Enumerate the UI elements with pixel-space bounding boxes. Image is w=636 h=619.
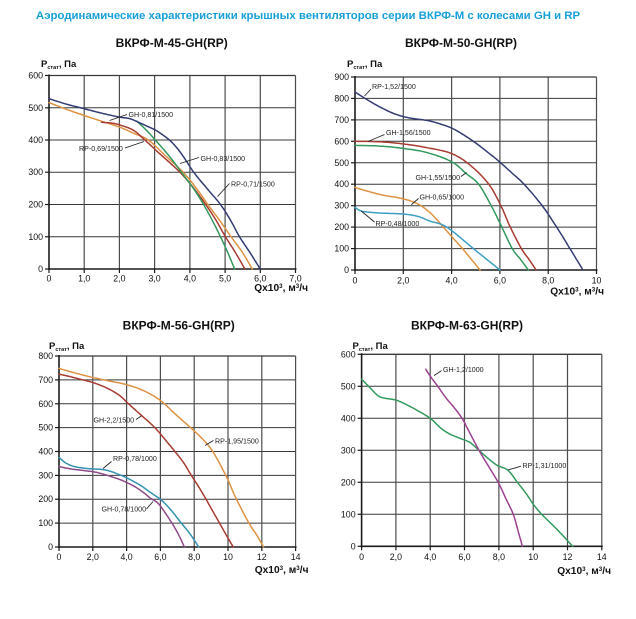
svg-text:600: 600: [38, 399, 53, 409]
svg-text:0: 0: [351, 541, 356, 551]
svg-text:400: 400: [28, 135, 43, 145]
svg-text:0: 0: [359, 552, 364, 562]
svg-text:2,0: 2,0: [113, 274, 125, 284]
svg-text:100: 100: [341, 509, 356, 519]
svg-text:500: 500: [334, 158, 349, 168]
svg-text:Qx103, м3/ч: Qx103, м3/ч: [255, 565, 309, 576]
svg-text:GH-1,2/1000: GH-1,2/1000: [443, 366, 484, 374]
svg-text:400: 400: [38, 447, 53, 457]
svg-text:4,0: 4,0: [184, 274, 196, 284]
svg-text:Pстат, Па: Pстат, Па: [49, 341, 85, 353]
svg-text:RP-1,31/1000: RP-1,31/1000: [523, 462, 567, 470]
svg-text:500: 500: [38, 423, 53, 433]
svg-text:700: 700: [38, 375, 53, 385]
svg-text:12: 12: [257, 552, 267, 562]
svg-text:400: 400: [334, 179, 349, 189]
svg-text:RP-0,48/1000: RP-0,48/1000: [376, 220, 420, 228]
svg-text:ВКРФ-М-50-GH(RP): ВКРФ-М-50-GH(RP): [405, 36, 517, 50]
svg-text:Аэродинамические характеристик: Аэродинамические характеристики крышных …: [36, 10, 581, 22]
svg-text:GH-0,65/1000: GH-0,65/1000: [420, 194, 465, 202]
svg-text:Pстат, Па: Pстат, Па: [41, 59, 77, 71]
svg-text:600: 600: [334, 136, 349, 146]
svg-text:600: 600: [341, 349, 356, 359]
svg-text:10: 10: [528, 552, 538, 562]
svg-text:8,0: 8,0: [188, 552, 200, 562]
svg-text:6,0: 6,0: [154, 552, 166, 562]
svg-text:800: 800: [38, 351, 53, 361]
svg-text:2,0: 2,0: [397, 276, 409, 286]
svg-text:3,0: 3,0: [148, 274, 160, 284]
svg-text:RP-1,52/1500: RP-1,52/1500: [372, 83, 416, 91]
svg-text:100: 100: [334, 244, 349, 254]
svg-text:ВКРФ-М-63-GH(RP): ВКРФ-М-63-GH(RP): [411, 319, 523, 333]
svg-text:14: 14: [291, 552, 301, 562]
svg-text:0: 0: [353, 276, 358, 286]
svg-text:ВКРФ-М-45-GH(RP): ВКРФ-М-45-GH(RP): [116, 36, 228, 50]
svg-text:0: 0: [48, 542, 53, 552]
svg-text:400: 400: [341, 413, 356, 423]
svg-text:Pстат, Па: Pстат, Па: [347, 59, 383, 71]
svg-text:300: 300: [334, 201, 349, 211]
svg-text:10: 10: [223, 552, 233, 562]
svg-text:14: 14: [597, 552, 607, 562]
svg-text:300: 300: [28, 167, 43, 177]
svg-text:1,0: 1,0: [78, 274, 90, 284]
svg-text:Pстат, Па: Pстат, Па: [353, 341, 389, 353]
svg-text:100: 100: [28, 232, 43, 242]
svg-text:GH-0,83/1500: GH-0,83/1500: [201, 155, 246, 163]
svg-text:0: 0: [344, 265, 349, 275]
svg-text:900: 900: [334, 72, 349, 82]
svg-text:RP-1,95/1500: RP-1,95/1500: [215, 438, 259, 446]
svg-text:RP-0,71/1500: RP-0,71/1500: [231, 181, 275, 189]
svg-text:200: 200: [28, 200, 43, 210]
svg-text:0: 0: [38, 264, 43, 274]
svg-text:5,0: 5,0: [219, 274, 231, 284]
svg-text:GH-0,81/1500: GH-0,81/1500: [129, 111, 174, 119]
svg-text:RP-0,78/1000: RP-0,78/1000: [113, 455, 157, 463]
svg-text:600: 600: [28, 71, 43, 81]
svg-text:200: 200: [341, 477, 356, 487]
svg-text:2,0: 2,0: [87, 552, 99, 562]
svg-text:4,0: 4,0: [120, 552, 132, 562]
svg-text:6,0: 6,0: [494, 276, 506, 286]
svg-text:200: 200: [334, 222, 349, 232]
svg-text:200: 200: [38, 494, 53, 504]
svg-text:500: 500: [28, 103, 43, 113]
svg-text:4,0: 4,0: [445, 276, 457, 286]
svg-text:700: 700: [334, 115, 349, 125]
svg-text:ВКРФ-М-56-GH(RP): ВКРФ-М-56-GH(RP): [123, 319, 235, 333]
svg-text:Qx103, м3/ч: Qx103, м3/ч: [557, 566, 611, 577]
svg-text:8,0: 8,0: [493, 552, 505, 562]
svg-text:800: 800: [334, 93, 349, 103]
svg-text:6,0: 6,0: [458, 552, 470, 562]
svg-text:0: 0: [47, 274, 52, 284]
svg-text:Qx103, м3/ч: Qx103, м3/ч: [550, 286, 604, 297]
svg-text:300: 300: [341, 445, 356, 455]
svg-text:4,0: 4,0: [424, 552, 436, 562]
svg-text:GH-0,78/1000: GH-0,78/1000: [102, 506, 147, 514]
svg-text:GH-1,56/1500: GH-1,56/1500: [386, 129, 431, 137]
svg-text:0: 0: [57, 552, 62, 562]
svg-text:7,0: 7,0: [289, 274, 301, 284]
svg-text:6,0: 6,0: [254, 274, 266, 284]
svg-text:GH-2,2/1500: GH-2,2/1500: [94, 417, 135, 425]
svg-text:500: 500: [341, 381, 356, 391]
svg-text:12: 12: [563, 552, 573, 562]
svg-text:8,0: 8,0: [542, 276, 554, 286]
svg-text:GH-1,55/1500: GH-1,55/1500: [416, 174, 461, 182]
svg-text:Qx103, м3/ч: Qx103, м3/ч: [254, 283, 308, 294]
svg-text:10: 10: [592, 276, 602, 286]
svg-text:100: 100: [38, 518, 53, 528]
svg-text:300: 300: [38, 470, 53, 480]
svg-text:2,0: 2,0: [390, 552, 402, 562]
svg-text:RP-0,69/1500: RP-0,69/1500: [79, 145, 123, 153]
